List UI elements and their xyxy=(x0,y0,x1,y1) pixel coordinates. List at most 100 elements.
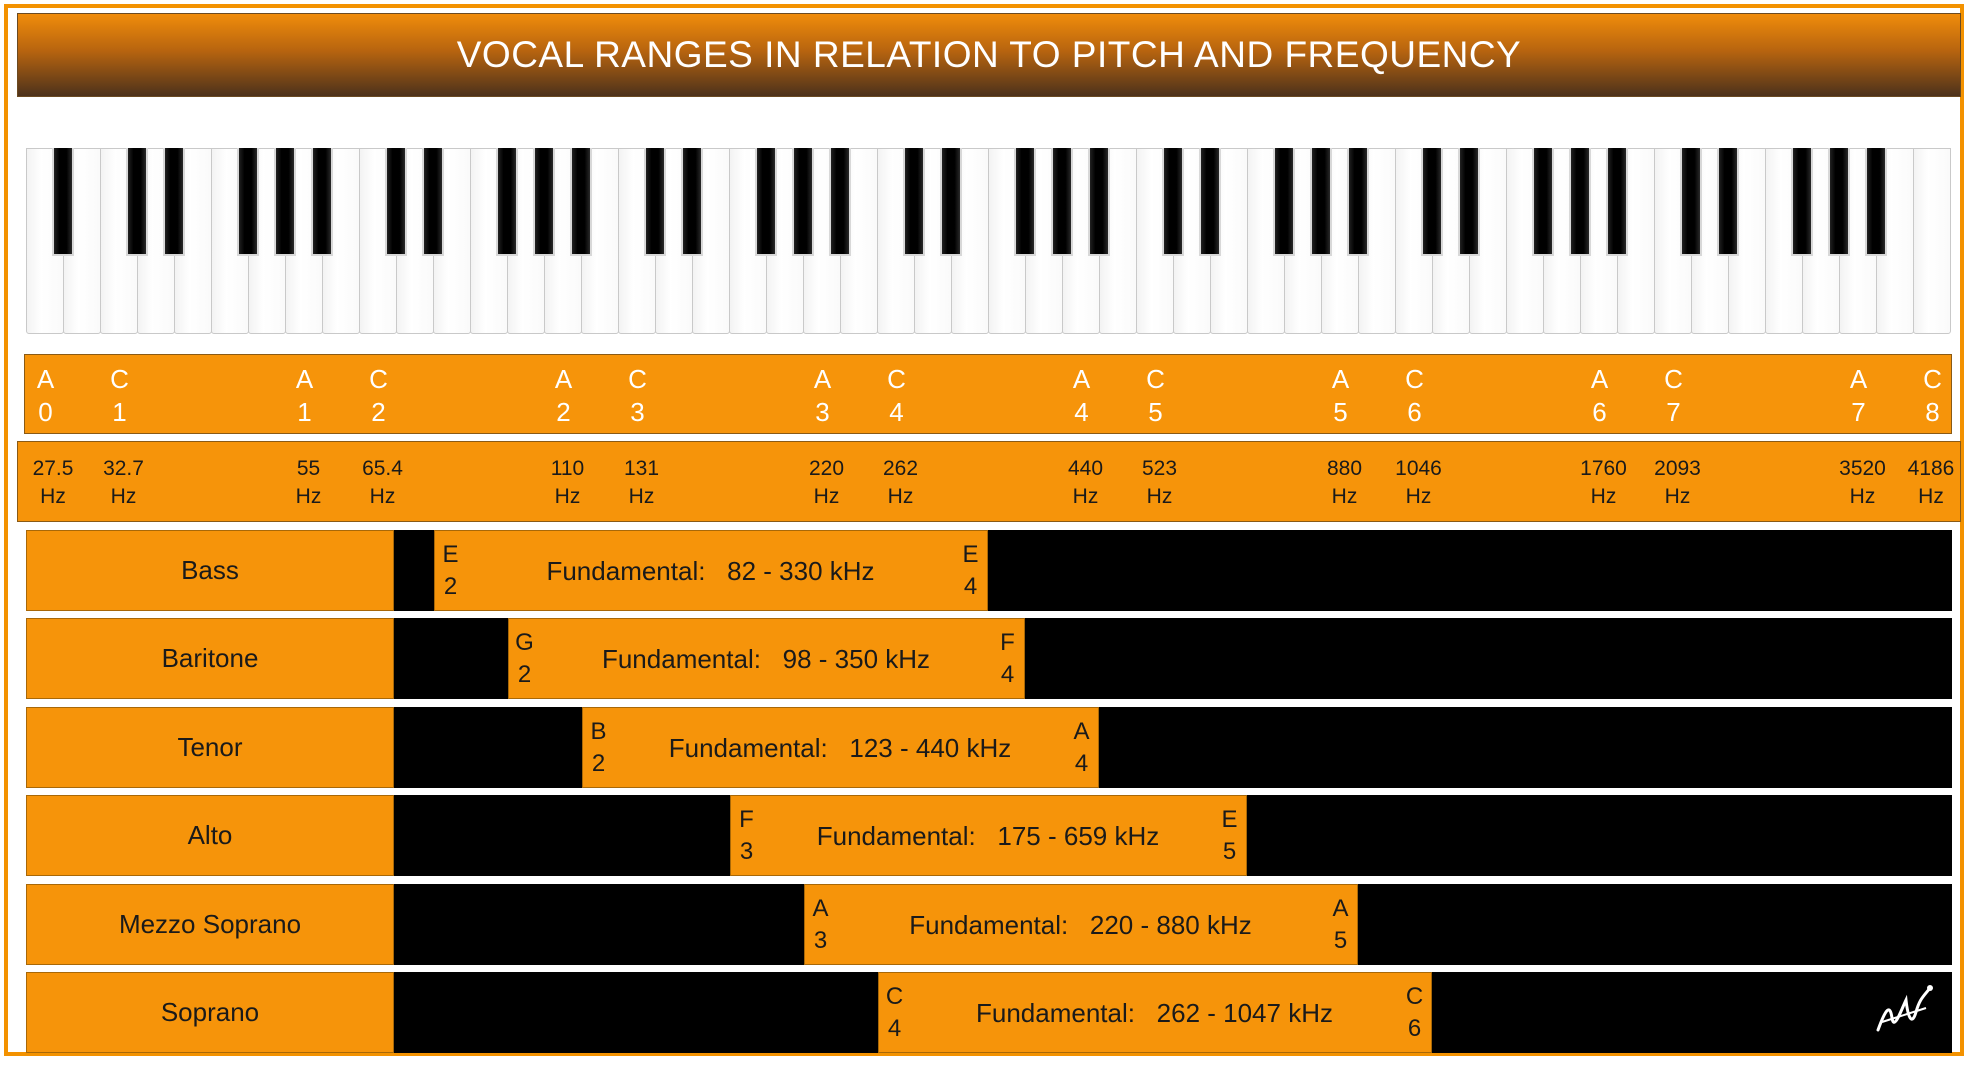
note-letter: C xyxy=(887,364,906,394)
note-octave: 1 xyxy=(112,397,127,427)
black-key xyxy=(311,148,333,256)
note-octave: 6 xyxy=(1407,397,1422,427)
frequency-unit: Hz xyxy=(110,485,137,508)
note-octave: 8 xyxy=(1925,397,1940,427)
black-key xyxy=(792,148,814,256)
low-note-letter: B xyxy=(590,717,607,745)
black-key xyxy=(1310,148,1332,256)
fundamental-label: Fundamental: xyxy=(546,556,706,586)
note-letter: C xyxy=(1146,364,1165,394)
note-letter: A xyxy=(1590,364,1609,394)
note-octave: 6 xyxy=(1592,397,1607,427)
black-key xyxy=(496,148,518,256)
note-octave: 2 xyxy=(371,397,386,427)
note-octave: 3 xyxy=(815,397,830,427)
frequency-unit: Hz xyxy=(40,485,66,508)
frequency-label: 110 Hz xyxy=(533,455,603,511)
frequency-value: 65.4 xyxy=(362,457,403,480)
black-key xyxy=(570,148,592,256)
frequency-unit: Hz xyxy=(1849,485,1876,508)
frequency-unit: Hz xyxy=(1331,485,1358,508)
black-key xyxy=(903,148,925,256)
fundamental-label: Fundamental: xyxy=(816,821,976,852)
high-note-letter: C xyxy=(1405,983,1424,1010)
frequency-value: 32.7 xyxy=(103,457,144,480)
black-key xyxy=(237,148,259,256)
frequency-unit: Hz xyxy=(554,485,581,508)
vocal-range-row: Soprano Fundamental: 262 - 1047 kHz C 4 C 6 xyxy=(26,972,1952,1053)
frequency-value: 131 xyxy=(623,457,660,480)
frequency-value: 27.5 xyxy=(32,457,74,480)
fundamental-label: Fundamental: xyxy=(976,998,1135,1028)
frequency-value: 880 xyxy=(1326,457,1363,480)
range-bar: Fundamental: 98 - 350 kHz G 2 F 4 xyxy=(507,618,1025,700)
fundamental-range: 262 - 1047 kHz xyxy=(1156,998,1333,1028)
note-octave: 7 xyxy=(1666,397,1681,427)
black-key xyxy=(422,148,444,256)
frequency-label: 2093 Hz xyxy=(1643,455,1713,511)
low-note-letter: F xyxy=(739,806,754,834)
note-letter: C xyxy=(1664,364,1683,394)
frequency-label: 55 Hz xyxy=(274,455,344,511)
frequency-unit: Hz xyxy=(628,485,655,508)
low-note-octave: 3 xyxy=(813,926,828,954)
note-letter: C xyxy=(1405,364,1424,394)
note-letter: A xyxy=(295,364,314,394)
fundamental-range: 98 - 350 kHz xyxy=(782,644,931,675)
fundamental-spacer xyxy=(705,556,727,587)
note-octave: 1 xyxy=(297,397,312,427)
black-key xyxy=(1606,148,1628,256)
black-key xyxy=(52,148,74,256)
range-bar: Fundamental: 123 - 440 kHz B 2 A 4 xyxy=(581,706,1099,788)
frequency-value: 262 xyxy=(882,457,919,480)
fundamental-spacer xyxy=(1068,910,1090,941)
black-key xyxy=(1717,148,1739,256)
high-note-letter: E xyxy=(962,541,979,568)
black-key xyxy=(274,148,296,256)
note-letter: A xyxy=(36,364,55,394)
black-key xyxy=(940,148,962,256)
frequency-unit: Hz xyxy=(1664,485,1691,508)
frequency-unit: Hz xyxy=(887,485,914,508)
fundamental-spacer xyxy=(976,821,998,852)
black-key xyxy=(755,148,777,256)
high-note-letter: A xyxy=(1073,717,1090,745)
frequency-unit: Hz xyxy=(1590,485,1617,508)
black-key xyxy=(533,148,555,256)
high-note-letter: F xyxy=(1000,629,1015,657)
high-note-octave: 5 xyxy=(1333,926,1348,954)
black-key xyxy=(163,148,185,256)
voice-type-label: Mezzo Soprano xyxy=(26,883,394,965)
black-key xyxy=(1532,148,1554,256)
frequency-unit: Hz xyxy=(295,485,322,508)
black-key xyxy=(1273,148,1295,256)
frequency-value: 220 xyxy=(808,457,845,480)
frequency-value: 4186 xyxy=(1907,457,1955,480)
fundamental-label: Fundamental: xyxy=(909,909,1069,940)
vocal-range-row: Baritone Fundamental: 98 - 350 kHz G 2 F 4 xyxy=(26,618,1952,700)
note-letter: A xyxy=(1072,364,1091,394)
note-octave: 3 xyxy=(630,397,645,427)
black-key xyxy=(1828,148,1850,256)
low-note-octave: 2 xyxy=(443,573,458,600)
black-key xyxy=(1791,148,1813,256)
piano-keyboard xyxy=(26,148,1951,336)
black-key xyxy=(1088,148,1110,256)
black-key xyxy=(681,148,703,256)
frequency-label: 131 Hz xyxy=(607,455,677,511)
high-note-letter: A xyxy=(1332,894,1349,922)
frequency-value: 110 xyxy=(550,457,585,480)
